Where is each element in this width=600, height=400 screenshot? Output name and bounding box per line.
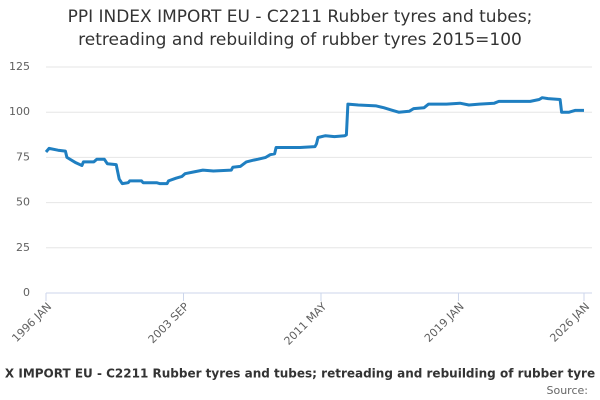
y-tick-label: 75 (16, 150, 30, 163)
y-tick-label: 100 (9, 105, 30, 118)
chart-title: retreading and rebuilding of rubber tyre… (78, 30, 522, 50)
y-tick-label: 0 (23, 286, 30, 299)
series-line (44, 96, 584, 186)
y-tick-label: 25 (16, 241, 30, 254)
legend-label: X IMPORT EU - C2211 Rubber tyres and tub… (5, 367, 595, 381)
y-tick-label: 50 (16, 196, 30, 209)
x-tick-label: 2026 JAN (547, 300, 592, 345)
x-tick-label: 2011 MAY (282, 300, 330, 348)
x-tick-label: 2003 SEP (146, 300, 192, 346)
y-tick-label: 125 (9, 60, 30, 73)
x-tick-label: 2019 JAN (422, 300, 467, 345)
source: Source: (547, 384, 589, 397)
x-tick-label: 1996 JAN (9, 300, 54, 345)
chart-title: PPI INDEX IMPORT EU - C2211 Rubber tyres… (68, 7, 533, 27)
